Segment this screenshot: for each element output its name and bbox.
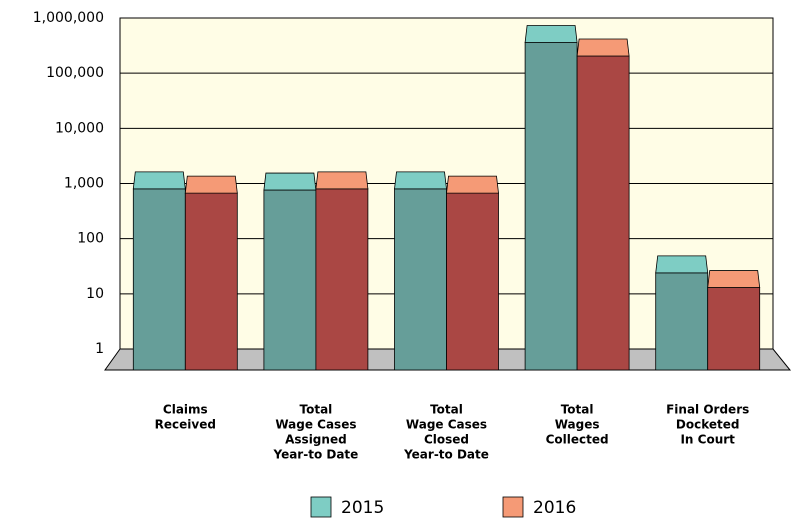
- bar: [184, 192, 238, 371]
- x-tick-label: Claims: [163, 403, 208, 417]
- x-tick-label: Total: [430, 403, 463, 417]
- bar: [576, 55, 630, 371]
- x-tick-label: Wage Cases: [275, 418, 356, 432]
- bar-top: [184, 175, 238, 194]
- bar: [315, 188, 369, 371]
- legend-swatch: [310, 496, 332, 518]
- bar: [394, 188, 447, 371]
- bar: [263, 189, 317, 371]
- x-tick-label: Received: [155, 418, 216, 432]
- y-tick-label: 1: [95, 341, 104, 357]
- x-tick-label: Year-to Date: [403, 448, 489, 462]
- bar: [707, 287, 761, 371]
- bar-top: [315, 171, 369, 190]
- y-tick-label: 10: [86, 286, 104, 302]
- y-tick-label: 1,000: [64, 176, 104, 192]
- y-tick-label: 1,000,000: [33, 10, 104, 26]
- x-tick-label: Wage Cases: [406, 418, 487, 432]
- bar-top: [394, 171, 447, 190]
- x-tick-label: Collected: [546, 433, 609, 447]
- bar-top: [524, 25, 578, 43]
- bar-top: [446, 175, 499, 194]
- bar: [655, 272, 709, 371]
- x-tick-label: Total: [300, 403, 333, 417]
- bar: [446, 192, 499, 371]
- x-tick-label: Closed: [424, 433, 469, 447]
- x-tick-label: Total: [561, 403, 594, 417]
- x-tick-label: Year-to Date: [272, 448, 358, 462]
- x-tick-label: In Court: [680, 433, 735, 447]
- bar-top: [655, 255, 709, 274]
- x-tick-label: Wages: [555, 418, 600, 432]
- legend-label: 2016: [533, 498, 576, 518]
- y-tick-label: 100: [77, 231, 104, 247]
- bar: [524, 42, 578, 371]
- y-tick-label: 100,000: [46, 65, 104, 81]
- y-tick-label: 10,000: [55, 120, 104, 136]
- x-tick-label: Assigned: [285, 433, 347, 447]
- x-tick-label: Final Orders: [666, 403, 749, 417]
- legend-label: 2015: [341, 498, 384, 518]
- bar-top: [576, 38, 630, 57]
- bar-top: [132, 171, 186, 190]
- bar-top: [707, 270, 761, 288]
- bar: [132, 188, 186, 371]
- legend-swatch: [502, 496, 524, 518]
- x-tick-label: Docketed: [676, 418, 740, 432]
- bar-top: [263, 172, 317, 191]
